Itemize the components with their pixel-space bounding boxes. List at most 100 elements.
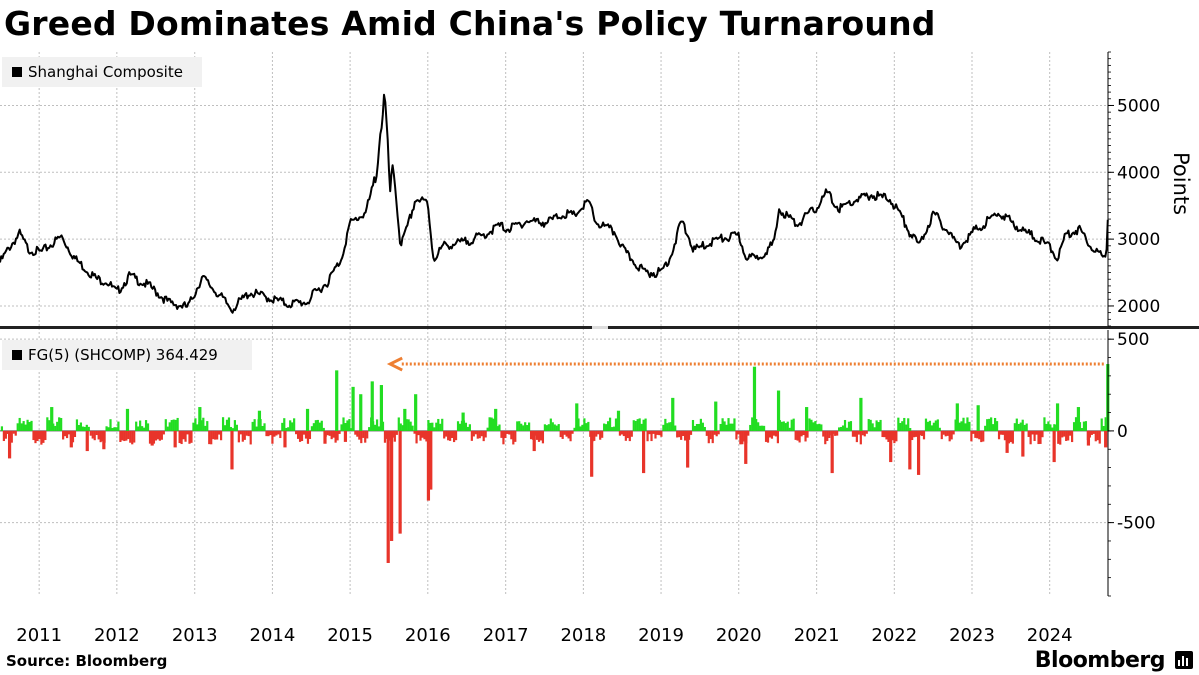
fear-bar: [857, 430, 860, 435]
fear-bar: [188, 430, 191, 444]
greed-bar: [1043, 417, 1046, 431]
fear-bar: [944, 430, 947, 437]
fear-bar: [660, 430, 663, 437]
fear-bar: [1029, 430, 1032, 445]
fear-bar: [565, 430, 568, 437]
fear-bar: [413, 430, 416, 434]
fear-bar: [330, 430, 333, 440]
fear-bar: [764, 430, 768, 442]
greed-bar: [348, 419, 351, 431]
fear-bar: [980, 430, 983, 443]
fear-bar: [1067, 430, 1070, 441]
greed-bar: [433, 427, 436, 431]
fear-bar: [7, 430, 12, 459]
greed-bar: [703, 426, 706, 431]
greed-bar: [899, 423, 902, 431]
fear-bar: [173, 430, 177, 448]
greed-bar: [142, 427, 146, 431]
greed-bar: [733, 418, 736, 431]
fear-bar: [119, 430, 122, 442]
x-tick-label: 2017: [483, 625, 529, 646]
fear-bar: [828, 430, 831, 438]
greed-bar: [814, 421, 817, 431]
greed-bar: [312, 423, 315, 431]
greed-bar: [1051, 427, 1054, 431]
bloomberg-logo: Bloomberg: [1034, 648, 1166, 673]
greed-bar: [691, 419, 695, 431]
x-tick-label: 2015: [327, 625, 373, 646]
greed-bar: [289, 420, 292, 431]
price-line: [0, 93, 1109, 314]
fear-bar: [332, 430, 335, 438]
greed-bar: [164, 419, 167, 431]
fear-bar: [156, 430, 160, 440]
fear-bar: [269, 430, 272, 436]
greed-bar: [1084, 421, 1088, 431]
fear-bar: [747, 430, 750, 436]
x-tick-label: 2012: [94, 625, 140, 646]
greed-bar: [1053, 424, 1056, 431]
fear-bar: [908, 430, 912, 470]
fear-bar: [271, 430, 274, 444]
greed-bar: [166, 426, 169, 431]
fear-bar: [212, 430, 215, 440]
greed-bar: [206, 421, 209, 431]
fear-bar: [241, 430, 244, 442]
fear-bar: [624, 430, 627, 441]
fear-bar: [942, 430, 945, 435]
greed-bar: [995, 421, 999, 431]
fear-bar: [774, 430, 778, 437]
greed-bar: [955, 403, 959, 431]
fear-bar: [419, 430, 422, 441]
fear-bar: [237, 430, 240, 443]
fear-bar: [950, 430, 953, 440]
greed-bar: [873, 427, 876, 431]
fear-bar: [711, 430, 714, 444]
greed-bar: [976, 405, 980, 431]
greed-bar: [1015, 418, 1018, 431]
fear-bar: [4, 430, 7, 439]
fear-bar: [356, 430, 359, 437]
greed-bar: [723, 421, 726, 431]
panel-resize-handle: [592, 326, 608, 329]
greed-bar: [379, 385, 383, 431]
greed-bar: [992, 424, 995, 431]
greed-bar: [16, 423, 19, 431]
greed-bar: [202, 417, 205, 431]
fear-bar: [1090, 430, 1093, 435]
greed-bar: [759, 425, 762, 431]
greed-bar: [75, 419, 79, 431]
greed-bar: [986, 419, 989, 431]
greed-bar: [875, 420, 878, 431]
fear-bar: [63, 430, 67, 437]
greed-bar: [608, 417, 612, 431]
greed-bar: [496, 426, 499, 431]
greed-bar: [283, 418, 286, 431]
fear-bar: [529, 430, 533, 440]
greed-bar: [437, 418, 440, 431]
fear-bar: [510, 430, 513, 440]
fear-bar: [273, 430, 276, 437]
fear-bar: [798, 430, 801, 443]
greed-bar: [964, 423, 967, 431]
greed-bar: [962, 417, 965, 431]
fear-bar: [6, 430, 9, 434]
greed-bar: [83, 426, 86, 431]
fear-bar: [478, 430, 481, 439]
fear-bar: [73, 430, 77, 438]
greed-bar: [111, 427, 114, 431]
greed-bar: [847, 421, 851, 431]
greed-bar: [674, 425, 677, 431]
greed-bar: [170, 420, 173, 431]
fear-bar: [1059, 430, 1062, 445]
fear-bar: [1041, 430, 1044, 438]
greed-bar: [642, 419, 645, 431]
fear-bar: [150, 430, 154, 446]
greed-bar: [231, 428, 235, 431]
x-tick-label: 2022: [871, 625, 917, 646]
greed-bar: [790, 419, 793, 431]
fear-bar: [443, 430, 446, 439]
greed-bar: [30, 420, 33, 431]
greed-bar: [439, 423, 442, 431]
fear-bar: [162, 430, 165, 435]
